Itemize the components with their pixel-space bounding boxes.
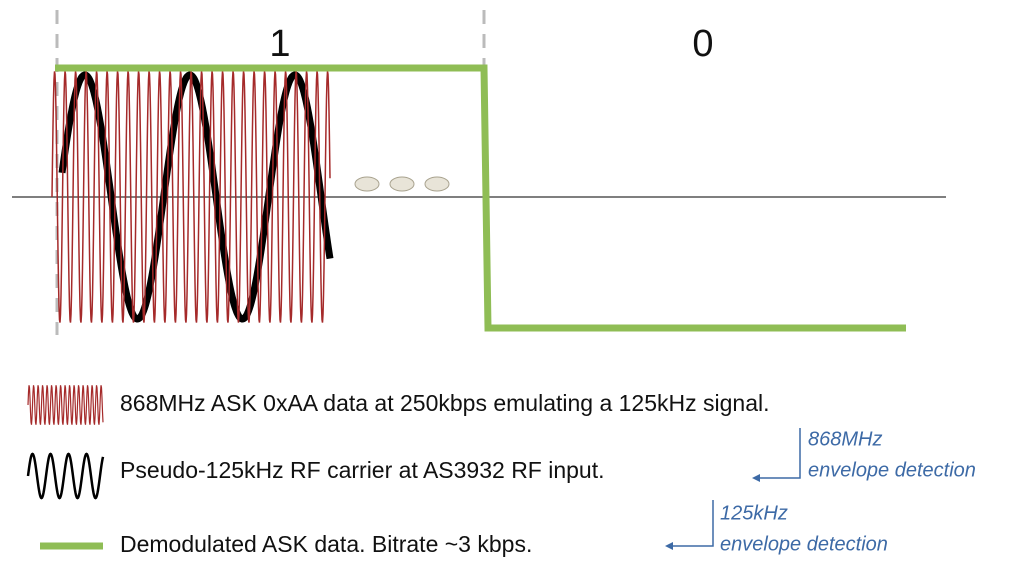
ellipsis-dot [354, 176, 380, 192]
legend-icon [26, 452, 105, 500]
annotation: 868MHz [808, 428, 882, 450]
legend-text: 868MHz ASK 0xAA data at 250kbps emulatin… [120, 390, 770, 416]
arrow [758, 428, 801, 479]
arrow [671, 500, 714, 547]
ellipsis-dot [424, 176, 450, 192]
annotation: envelope detection [720, 533, 888, 555]
legend-text: Demodulated ASK data. Bitrate ~3 kbps. [120, 531, 532, 557]
annotation: envelope detection [808, 459, 976, 481]
legend-text: Pseudo-125kHz RF carrier at AS3932 RF in… [120, 457, 605, 483]
legend-icon [27, 385, 104, 425]
bit-label: 0 [692, 23, 713, 65]
bit-label: 1 [269, 23, 290, 65]
demodulated-signal [55, 64, 906, 332]
arrowhead [752, 474, 760, 482]
arrowhead [665, 542, 673, 550]
annotation: 125kHz [720, 502, 788, 524]
ellipsis-dot [389, 176, 415, 192]
